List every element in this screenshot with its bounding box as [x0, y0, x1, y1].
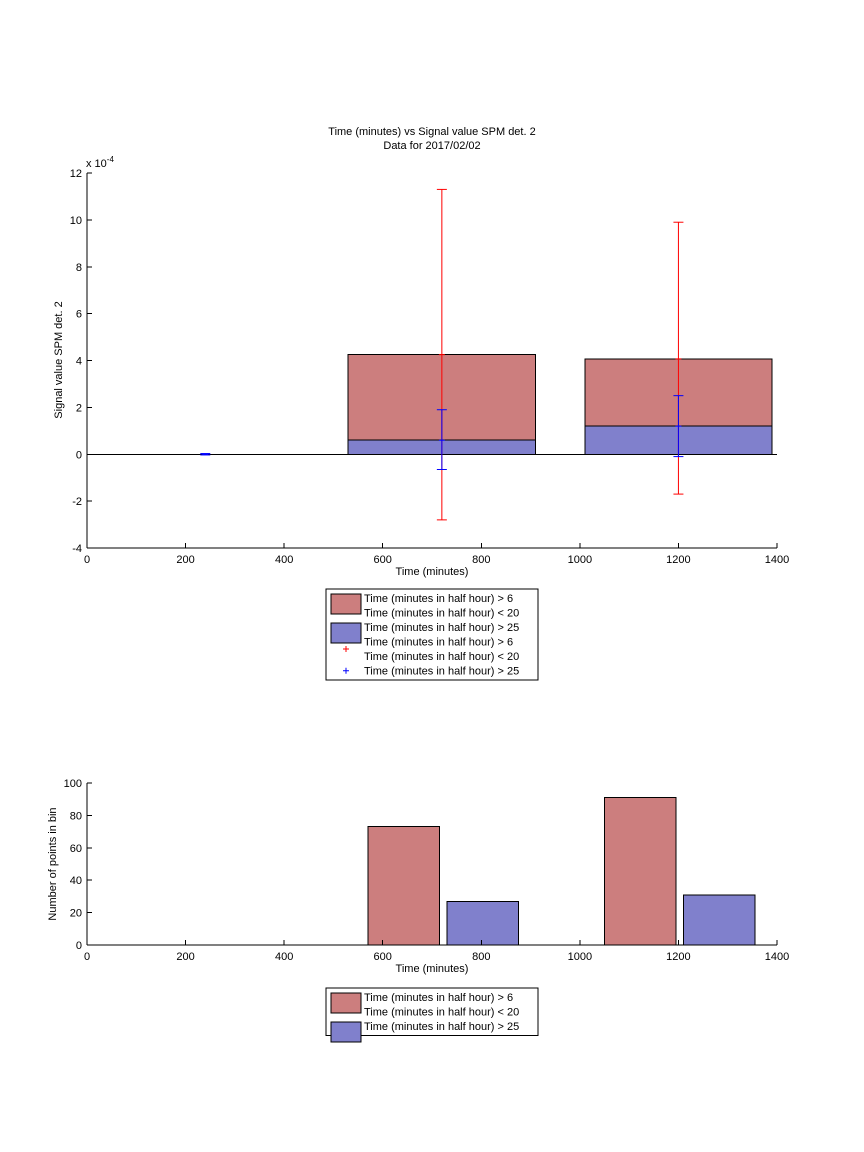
chart1-y-tick-label: 2 [76, 402, 82, 414]
chart2-legend-label: Time (minutes in half hour) > 6 [364, 992, 513, 1004]
chart1-y-tick-label: 10 [70, 215, 82, 227]
chart1-errorbar [436, 409, 447, 470]
chart1-y-tick-label: 4 [76, 356, 82, 368]
chart2-bar-series0 [367, 826, 440, 946]
chart2-bar-series1 [682, 894, 756, 946]
chart2-y-tick-label: 40 [70, 875, 82, 887]
chart2-x-tick-label: 1000 [568, 951, 592, 963]
chart1-legend-label: Time (minutes in half hour) > 6 [364, 637, 513, 649]
chart1-y-tick-label: 12 [70, 168, 82, 180]
chart1-errorbar [673, 395, 684, 458]
chart1-y-tick-label: -2 [72, 496, 82, 508]
chart1-legend-swatch [330, 593, 362, 615]
chart2-y-tick-label: 60 [70, 843, 82, 855]
chart1-y-tick-label: 6 [76, 309, 82, 321]
chart2-x-tick-label: 200 [176, 951, 194, 963]
chart1-x-tick-label: 1400 [765, 554, 789, 566]
chart1-x-tick-label: 1200 [666, 554, 690, 566]
chart1-legend-label: Time (minutes in half hour) < 20 [364, 651, 519, 663]
chart2-legend-label: Time (minutes in half hour) < 20 [364, 1007, 519, 1019]
chart1-y-tick-label: -4 [72, 543, 82, 555]
chart2-x-tick-label: 600 [374, 951, 392, 963]
chart2-y-tick-label: 80 [70, 810, 82, 822]
chart1-x-tick-label: 400 [275, 554, 293, 566]
chart2-legend: Time (minutes in half hour) > 6 Time (min… [325, 987, 539, 1043]
chart1-errorbar [200, 453, 211, 456]
chart1-x-tick-label: 600 [374, 554, 392, 566]
chart2-y-tick-label: 100 [64, 778, 82, 790]
chart2-x-tick-label: 1200 [666, 951, 690, 963]
chart1-x-tick-label: 1000 [568, 554, 592, 566]
chart1-x-tick-label: 200 [176, 554, 194, 566]
chart1-legend-label: Time (minutes in half hour) > 25 [364, 666, 519, 678]
chart2-y-tick-label: 0 [76, 940, 82, 952]
chart1-x-axis-label: Time (minutes) [396, 566, 469, 578]
chart1-legend-swatch [330, 622, 362, 644]
chart1-legend-label: Time (minutes in half hour) > 6 [364, 593, 513, 605]
chart1-y-exponent: x 10-4 [86, 155, 114, 170]
chart2-x-tick-label: 800 [472, 951, 490, 963]
chart2-x-axis-label: Time (minutes) [396, 963, 469, 975]
chart1-legend-marker [343, 646, 349, 652]
count-chart: 0 200 400 600 800 1000 1200 1400 0 20 40 60 80 100 Ti… [47, 778, 789, 1043]
chart1-y-tick-label: 0 [76, 449, 82, 461]
chart1-x-tick-label: 0 [84, 554, 90, 566]
chart1-x-tick-label: 800 [472, 554, 490, 566]
chart2-legend-label: Time (minutes in half hour) > 25 [364, 1021, 519, 1033]
chart1-y-exponent-power: -4 [107, 155, 115, 164]
chart2-x-tick-label: 0 [84, 951, 90, 963]
chart2-x-tick-label: 1400 [765, 951, 789, 963]
chart1-subtitle: Data for 2017/02/02 [383, 140, 480, 152]
chart2-legend-swatch [330, 1021, 362, 1043]
chart1-legend: Time (minutes in half hour) > 6 Time (min… [325, 588, 539, 681]
chart2-legend-swatch [330, 992, 362, 1014]
chart1-y-exponent-base: x 10 [86, 158, 107, 170]
chart2-bar-series0 [604, 797, 677, 946]
chart2-y-axis-label: Number of points in bin [47, 807, 59, 920]
chart1-legend-marker [343, 667, 349, 674]
signal-chart: Time (minutes) vs Signal value SPM det. … [53, 126, 789, 681]
chart1-y-axis-label: Signal value SPM det. 2 [53, 301, 65, 418]
chart2-x-tick-label: 400 [275, 951, 293, 963]
chart1-legend-label: Time (minutes in half hour) < 20 [364, 608, 519, 620]
chart1-y-tick-label: 8 [76, 262, 82, 274]
chart1-title: Time (minutes) vs Signal value SPM det. … [328, 126, 535, 138]
chart1-legend-label: Time (minutes in half hour) > 25 [364, 622, 519, 634]
chart2-y-tick-label: 20 [70, 908, 82, 920]
chart2-bar-series1 [446, 900, 519, 946]
